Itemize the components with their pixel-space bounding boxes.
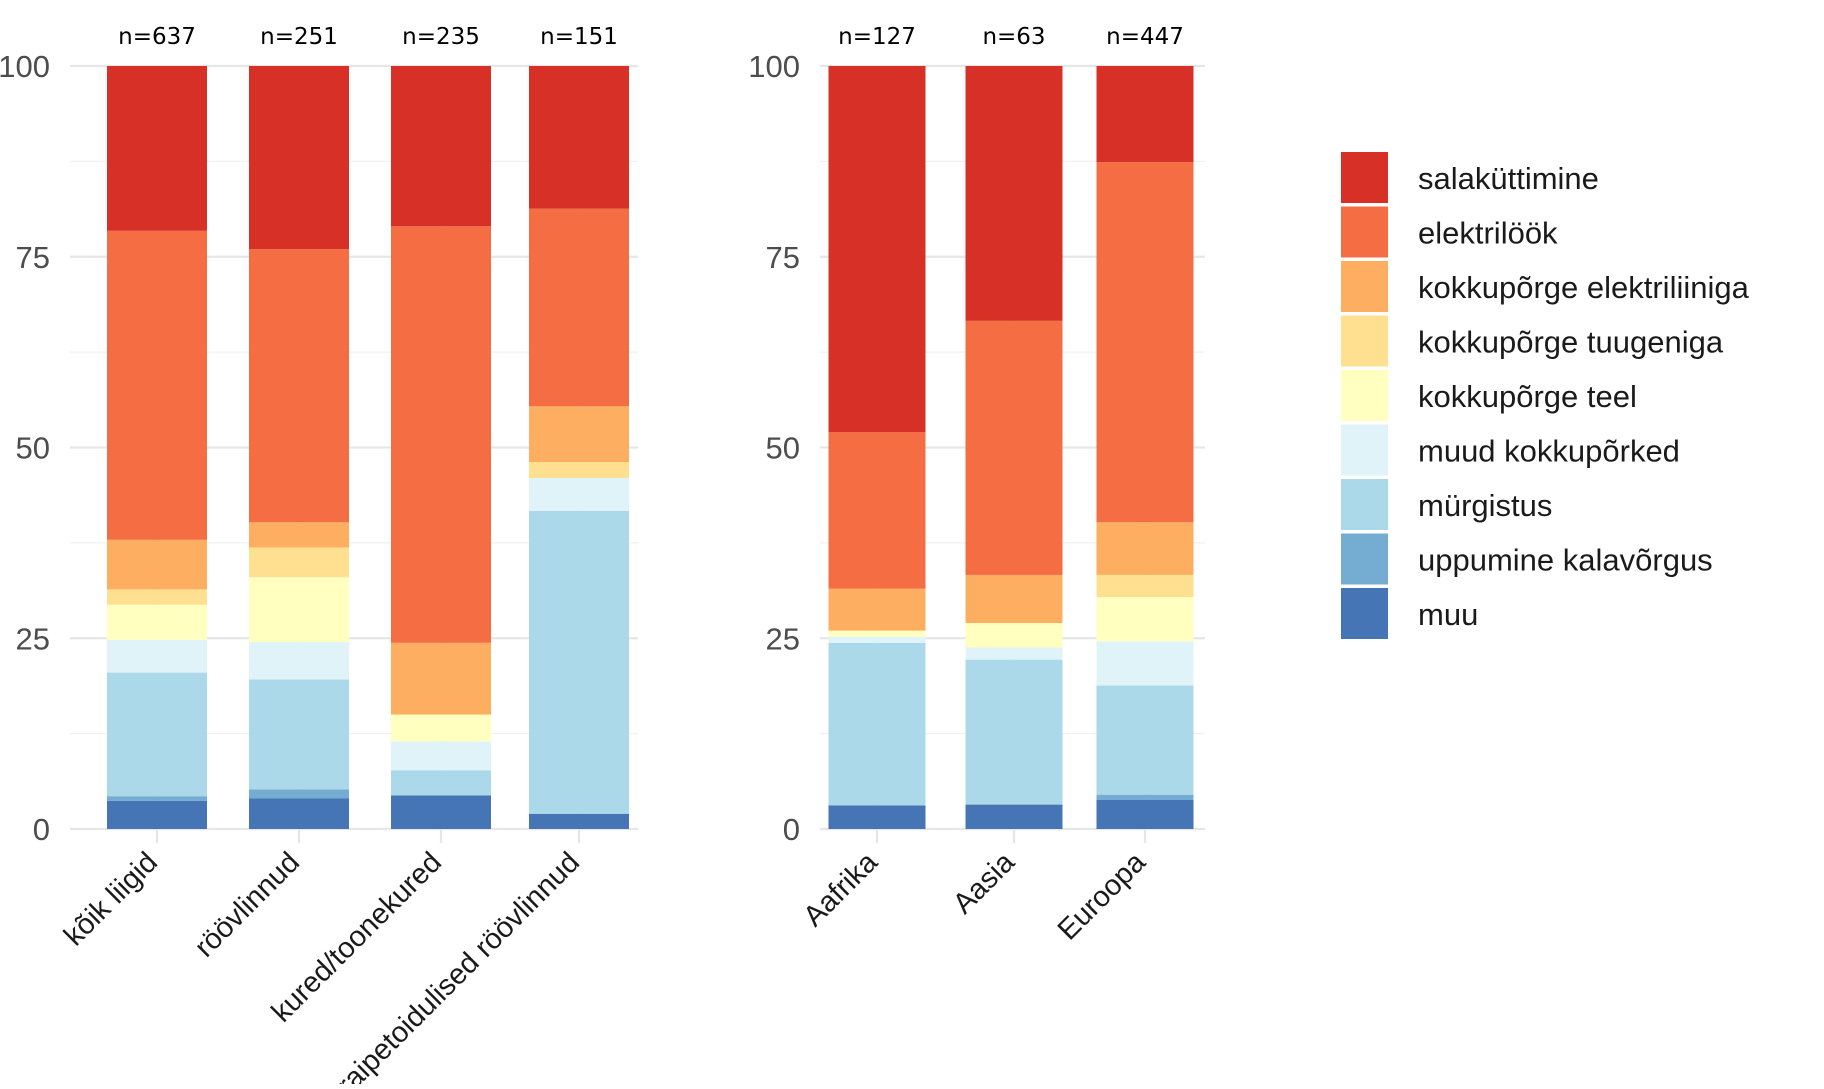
region-ytick-label: 100 (748, 49, 800, 84)
species-ytick-label: 75 (16, 240, 50, 275)
legend-swatch-kokkuporge-tuugeniga (1341, 315, 1388, 367)
species-bar-roovlinnud-kokkuporge-teel (249, 577, 349, 643)
species-bar-koik-liigid-elektrilook (107, 230, 207, 540)
species-bar-koik-liigid-kokkuporge-tuugeniga (107, 589, 207, 605)
region-bar-aasia-salakuttimine (965, 66, 1063, 321)
region-count-label: n=63 (982, 24, 1045, 50)
species-bar-raipetoidulised-roovlinnud-murgistus (529, 510, 629, 814)
region-count-label: n=127 (838, 24, 916, 50)
region-category-label: Aafrika (797, 846, 884, 933)
region-bar-aasia-muu (965, 804, 1063, 829)
species-bar-roovlinnud-uppumine-kalavorgus (249, 789, 349, 799)
species-bar-koik-liigid-muud-kokkuporked (107, 639, 207, 673)
legend-label: muu (1418, 597, 1478, 632)
region-bar-euroopa-kokkuporge-tuugeniga (1096, 574, 1194, 598)
region-bar-euroopa-salakuttimine (1096, 66, 1194, 163)
species-bar-koik-liigid-uppumine-kalavorgus (107, 796, 207, 801)
region-bar-euroopa-muu (1096, 800, 1194, 829)
species-bar-roovlinnud-murgistus (249, 679, 349, 790)
species-bar-raipetoidulised-roovlinnud-kokkuporge-tuugeniga (529, 461, 629, 479)
species-count-label: n=251 (260, 24, 338, 50)
species-bar-koik-liigid-murgistus (107, 672, 207, 797)
species-bar-kured-toonekured-elektrilook (391, 226, 491, 643)
region-ytick-label: 50 (766, 431, 800, 466)
species-ytick-label: 50 (16, 431, 50, 466)
region-bar-aasia-kokkuporge-elektriliiniga (965, 574, 1063, 623)
legend-label: elektrilöök (1418, 216, 1558, 251)
region-bar-aafrika-murgistus (828, 642, 926, 806)
region-bar-euroopa-elektrilook (1096, 162, 1194, 523)
species-bar-raipetoidulised-roovlinnud-elektrilook (529, 208, 629, 407)
legend-label: mürgistus (1418, 488, 1552, 523)
species-category-label: röövlinnud (189, 846, 306, 963)
region-bar-euroopa-murgistus (1096, 685, 1194, 795)
region-bar-aasia-muud-kokkuporked (965, 647, 1063, 660)
region-bar-aasia-elektrilook (965, 320, 1063, 575)
species-ytick-label: 100 (0, 49, 50, 84)
region-ytick-label: 75 (766, 240, 800, 275)
species-bar-raipetoidulised-roovlinnud-muud-kokkuporked (529, 478, 629, 511)
legend-label: kokkupõrge teel (1418, 379, 1637, 414)
legend-label: salaküttimine (1418, 161, 1599, 196)
species-bar-raipetoidulised-roovlinnud-muu (529, 813, 629, 829)
region-bar-aafrika-muud-kokkuporked (828, 636, 926, 643)
region-category-label: Euroopa (1052, 846, 1153, 947)
species-bar-roovlinnud-salakuttimine (249, 66, 349, 250)
species-bar-kured-toonekured-kokkuporge-elektriliiniga (391, 642, 491, 715)
species-bar-raipetoidulised-roovlinnud-salakuttimine (529, 66, 629, 209)
region-bar-aasia-murgistus (965, 659, 1063, 805)
legend-swatch-murgistus (1341, 479, 1388, 530)
legend-label: uppumine kalavõrgus (1418, 543, 1713, 578)
species-ytick-label: 25 (16, 621, 50, 656)
legend-label: kokkupõrge tuugeniga (1418, 325, 1724, 360)
species-bar-koik-liigid-kokkuporge-elektriliiniga (107, 539, 207, 590)
region-ytick-label: 25 (766, 621, 800, 656)
species-bar-koik-liigid-muu (107, 800, 207, 829)
species-bar-roovlinnud-muu (249, 798, 349, 829)
region-bar-euroopa-uppumine-kalavorgus (1096, 794, 1194, 801)
species-count-label: n=235 (402, 24, 480, 50)
species-ytick-label: 0 (33, 812, 50, 847)
species-bar-kured-toonekured-muu (391, 795, 491, 829)
legend-label: muud kokkupõrked (1418, 434, 1680, 469)
species-count-label: n=151 (540, 24, 618, 50)
species-bar-raipetoidulised-roovlinnud-kokkuporge-elektriliiniga (529, 406, 629, 462)
legend-swatch-muud-kokkuporked (1341, 424, 1388, 476)
species-bar-kured-toonekured-muud-kokkuporked (391, 741, 491, 771)
region-bar-aafrika-elektrilook (828, 432, 926, 589)
region-category-label: Aasia (947, 846, 1022, 921)
species-bar-roovlinnud-elektrilook (249, 249, 349, 523)
species-count-label: n=637 (118, 24, 196, 50)
region-bar-euroopa-kokkuporge-teel (1096, 597, 1194, 642)
species-bar-kured-toonekured-kokkuporge-teel (391, 714, 491, 742)
region-bar-aafrika-kokkuporge-elektriliiniga (828, 588, 926, 631)
region-bar-aafrika-muu (828, 805, 926, 829)
legend-swatch-kokkuporge-teel (1341, 370, 1388, 421)
species-bar-roovlinnud-kokkuporge-elektriliiniga (249, 522, 349, 548)
species-bar-kured-toonekured-murgistus (391, 770, 491, 796)
region-bar-euroopa-muud-kokkuporked (1096, 641, 1194, 686)
species-bar-kured-toonekured-salakuttimine (391, 66, 491, 227)
species-bar-koik-liigid-kokkuporge-teel (107, 604, 207, 640)
region-bar-aafrika-salakuttimine (828, 66, 926, 433)
species-category-label: raipetoidulised röövlinnud (331, 846, 586, 1084)
region-bar-aafrika-kokkuporge-teel (828, 630, 926, 637)
species-bar-roovlinnud-muud-kokkuporked (249, 642, 349, 680)
legend-swatch-muu (1341, 588, 1388, 639)
legend-swatch-uppumine-kalavorgus (1341, 533, 1388, 585)
region-ytick-label: 0 (783, 812, 800, 847)
species-category-label: kõik liigid (58, 846, 164, 952)
legend-swatch-salakuttimine (1341, 152, 1388, 203)
species-bar-roovlinnud-kokkuporge-tuugeniga (249, 547, 349, 578)
legend-swatch-elektrilook (1341, 206, 1388, 258)
legend-swatch-kokkuporge-elektriliiniga (1341, 261, 1388, 312)
region-bar-aasia-kokkuporge-teel (965, 622, 1063, 648)
region-bar-euroopa-kokkuporge-elektriliiniga (1096, 522, 1194, 575)
region-count-label: n=447 (1106, 24, 1184, 50)
legend-label: kokkupõrge elektriliiniga (1418, 270, 1750, 305)
species-bar-koik-liigid-salakuttimine (107, 66, 207, 231)
